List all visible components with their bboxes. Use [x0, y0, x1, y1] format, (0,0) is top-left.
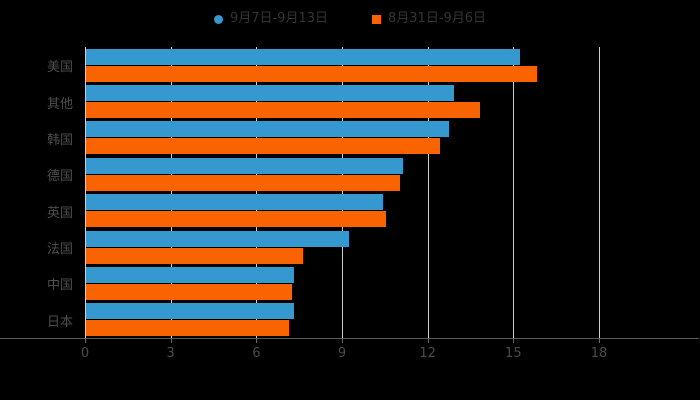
category-group: 美国 — [47, 48, 599, 82]
category-group: 韩国 — [47, 121, 599, 155]
category-group: 中国 — [47, 266, 599, 300]
y-axis-category-label: 中国 — [46, 278, 73, 294]
category-group: 日本 — [47, 303, 599, 337]
bar[interactable] — [86, 247, 304, 264]
x-axis-tick — [427, 338, 429, 343]
x-axis-line — [0, 338, 699, 339]
plot-area: 0 3 6 9 12 15 18 美国其他韩国德国英国法国中国日本 — [0, 47, 699, 361]
bar[interactable] — [86, 48, 521, 65]
bar[interactable] — [86, 85, 455, 102]
bar[interactable] — [86, 65, 538, 82]
x-axis-tick-label: 12 — [419, 346, 436, 361]
bar[interactable] — [86, 303, 295, 320]
y-axis-category-label: 德国 — [46, 169, 73, 185]
legend-item[interactable]: 9月7日-9月13日 — [213, 8, 328, 30]
x-axis-tick-label: 15 — [505, 346, 522, 361]
x-axis-tick-label: 9 — [337, 346, 347, 361]
gridline — [513, 47, 515, 338]
legend-item-label: 8月31日-9月6日 — [388, 11, 487, 26]
category-group: 其他 — [47, 85, 599, 119]
square-marker-icon — [372, 14, 381, 24]
y-axis-line — [85, 47, 86, 338]
y-axis-category-label: 韩国 — [46, 132, 73, 148]
bar[interactable] — [86, 320, 289, 337]
x-axis-tick — [85, 338, 86, 343]
bar[interactable] — [86, 194, 383, 211]
bar[interactable] — [86, 174, 401, 191]
gridline — [599, 47, 600, 338]
x-axis-tick-label: 18 — [590, 346, 608, 361]
y-axis-category-label: 日本 — [46, 314, 73, 330]
x-axis-tick-label: 6 — [252, 346, 261, 361]
y-axis-category-label: 英国 — [46, 205, 73, 221]
y-axis-category-label: 法国 — [46, 242, 73, 258]
gridline — [427, 47, 429, 338]
legend-item[interactable]: 8月31日-9月6日 — [372, 8, 486, 30]
bar[interactable] — [86, 211, 386, 228]
gridline — [170, 47, 172, 338]
legend-item-label: 9月7日-9月13日 — [229, 11, 328, 26]
bar[interactable] — [86, 138, 441, 155]
x-axis-tick — [170, 338, 172, 343]
bar[interactable] — [86, 102, 481, 119]
bar[interactable] — [86, 266, 295, 283]
x-axis-tick-label: 3 — [166, 346, 175, 361]
bar[interactable] — [86, 283, 292, 300]
circle-marker-icon — [213, 14, 223, 24]
x-axis-tick-label: 0 — [80, 346, 90, 361]
category-group: 法国 — [47, 230, 599, 264]
x-axis-tick — [513, 338, 515, 343]
gridline — [256, 47, 258, 338]
x-axis-tick — [342, 338, 343, 343]
bar[interactable] — [86, 121, 449, 138]
bar[interactable] — [86, 230, 349, 247]
gridline — [342, 47, 343, 338]
category-group: 德国 — [47, 157, 599, 191]
chart-legend: 9月7日-9月13日 8月31日-9月6日 — [0, 8, 700, 30]
bar[interactable] — [86, 157, 403, 174]
category-group: 英国 — [47, 194, 599, 228]
y-axis-category-label: 其他 — [46, 96, 73, 112]
x-axis-tick — [256, 338, 258, 343]
y-axis-category-label: 美国 — [46, 60, 73, 76]
x-axis-tick — [599, 338, 600, 343]
